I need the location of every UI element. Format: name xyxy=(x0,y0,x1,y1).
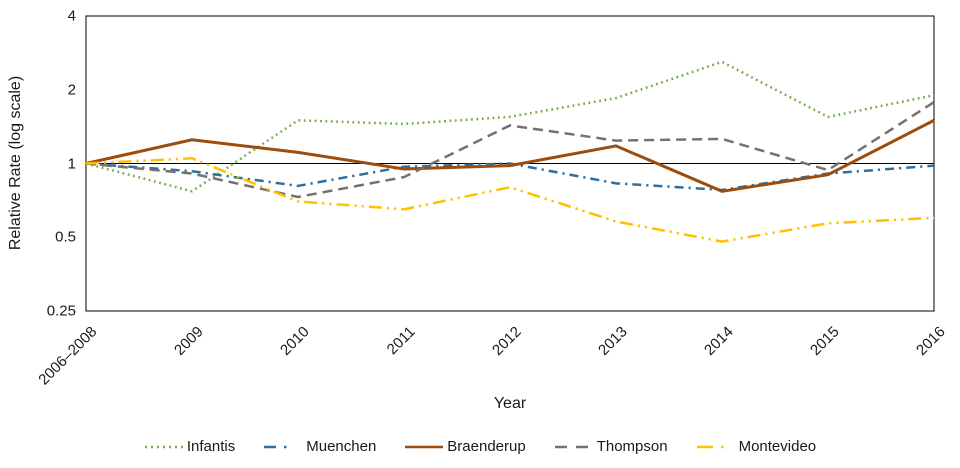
y-axis-title: Relative Rate (log scale) xyxy=(7,75,24,251)
x-axis-title: Year xyxy=(493,395,527,412)
series-line-thompson xyxy=(85,101,935,199)
legend-label: Thompson xyxy=(596,438,668,455)
y-axis-tick-label: 2 xyxy=(67,81,76,99)
legend: Infantis Muenchen Braenderup Thompson Montev… xyxy=(0,438,960,455)
legend-item-thompson: Thompson xyxy=(554,438,668,455)
legend-item-muenchen: Muenchen xyxy=(263,438,376,455)
legend-item-infantis: Infantis xyxy=(144,438,235,455)
series-line-muenchen xyxy=(85,162,935,192)
legend-swatch-muenchen xyxy=(264,445,303,448)
legend-swatch-infantis xyxy=(144,445,183,448)
legend-item-braenderup: Braenderup xyxy=(404,438,526,455)
series-line-montevideo xyxy=(85,157,935,243)
legend-item-montevideo: Montevideo xyxy=(696,438,817,455)
series-line-braenderup xyxy=(85,119,935,193)
plot-area xyxy=(85,15,935,312)
series-line-infantis xyxy=(85,60,935,193)
y-axis-tick-label: 4 xyxy=(67,7,76,25)
legend-swatch-thompson xyxy=(554,445,593,448)
legend-swatch-montevideo xyxy=(696,445,735,448)
y-axis-tick-label: 1 xyxy=(67,155,76,172)
legend-label: Braenderup xyxy=(447,438,526,455)
y-axis-tick-label: 0.5 xyxy=(55,228,76,246)
legend-label: Montevideo xyxy=(738,438,817,455)
legend-label: Infantis xyxy=(186,438,236,455)
legend-label: Muenchen xyxy=(306,438,377,455)
legend-swatch-braenderup xyxy=(405,445,444,448)
y-axis-tick-label: 0.25 xyxy=(46,302,76,320)
